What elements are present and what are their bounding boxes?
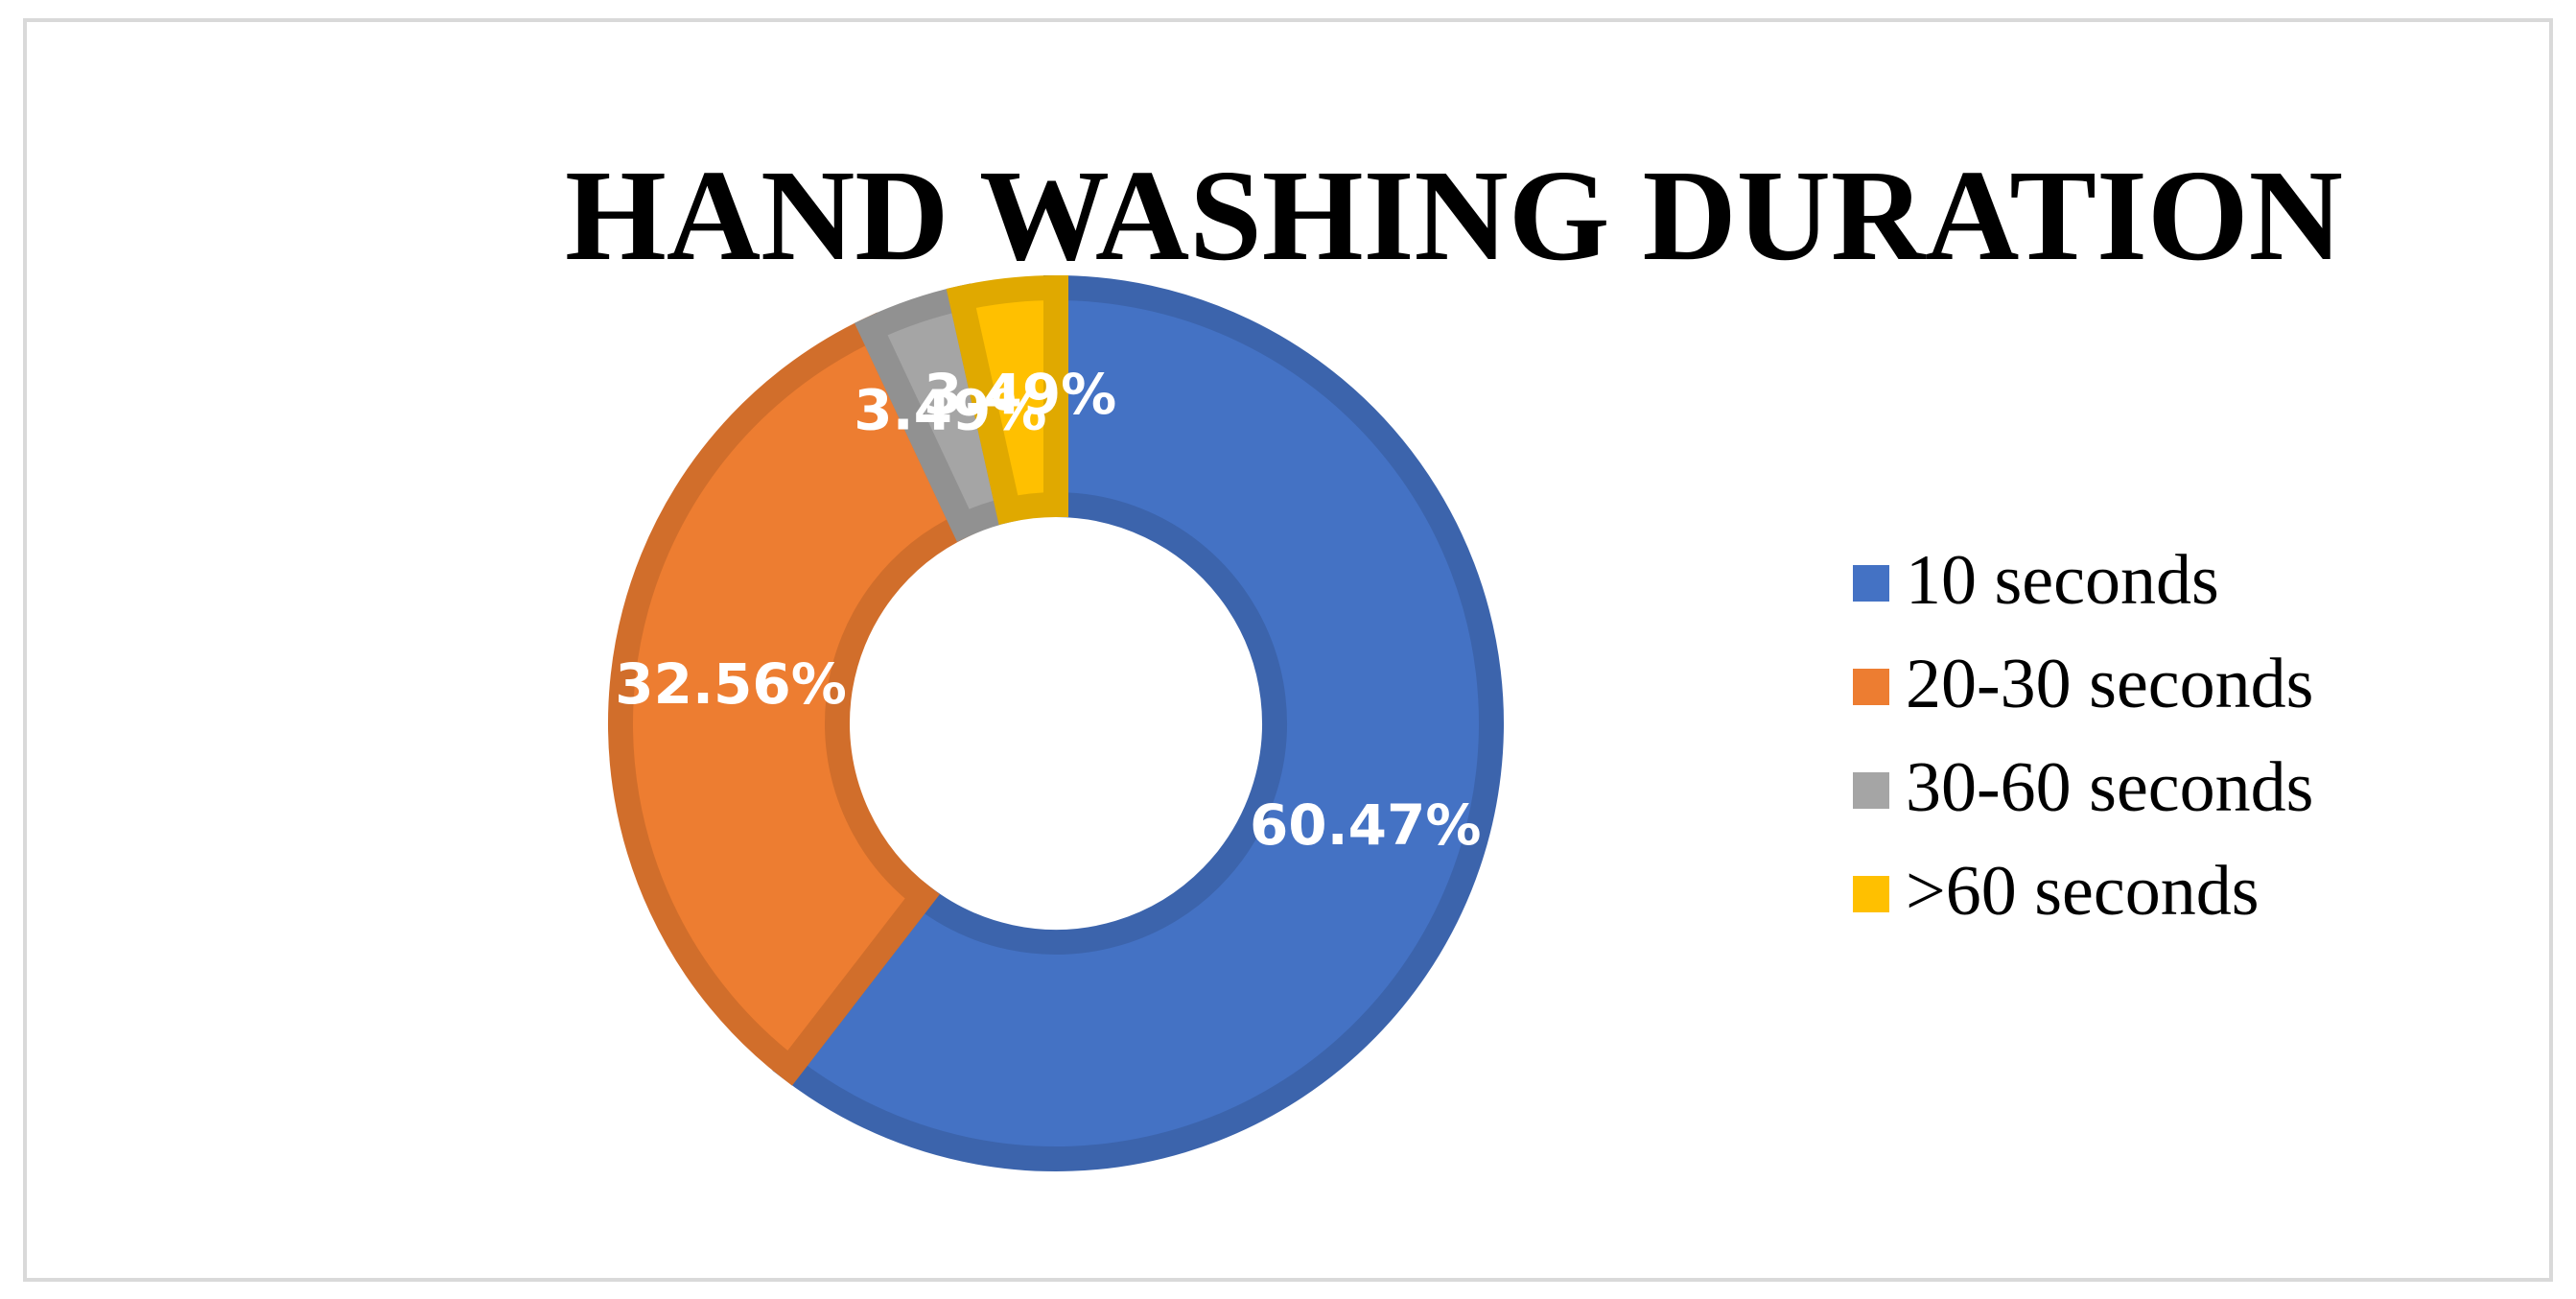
legend-label: >60 seconds bbox=[1906, 852, 2260, 931]
legend-swatch bbox=[1853, 669, 1889, 705]
data-label: 3.49% bbox=[924, 362, 1116, 427]
data-label: 32.56% bbox=[615, 651, 847, 717]
legend-label: 20-30 seconds bbox=[1906, 645, 2313, 723]
legend-label: 10 seconds bbox=[1906, 541, 2219, 620]
donut-slice bbox=[772, 274, 1504, 1171]
legend-swatch bbox=[1853, 772, 1889, 809]
legend-swatch bbox=[1853, 565, 1889, 602]
donut-slice bbox=[946, 274, 1068, 525]
data-label: 60.47% bbox=[1250, 792, 1482, 858]
chart-title: HAND WASHING DURATION bbox=[565, 144, 2343, 288]
data-label: 3.49% bbox=[854, 377, 1046, 442]
legend-label: 30-60 seconds bbox=[1906, 748, 2313, 827]
donut-slice bbox=[608, 312, 980, 1086]
legend-swatch bbox=[1853, 876, 1889, 912]
